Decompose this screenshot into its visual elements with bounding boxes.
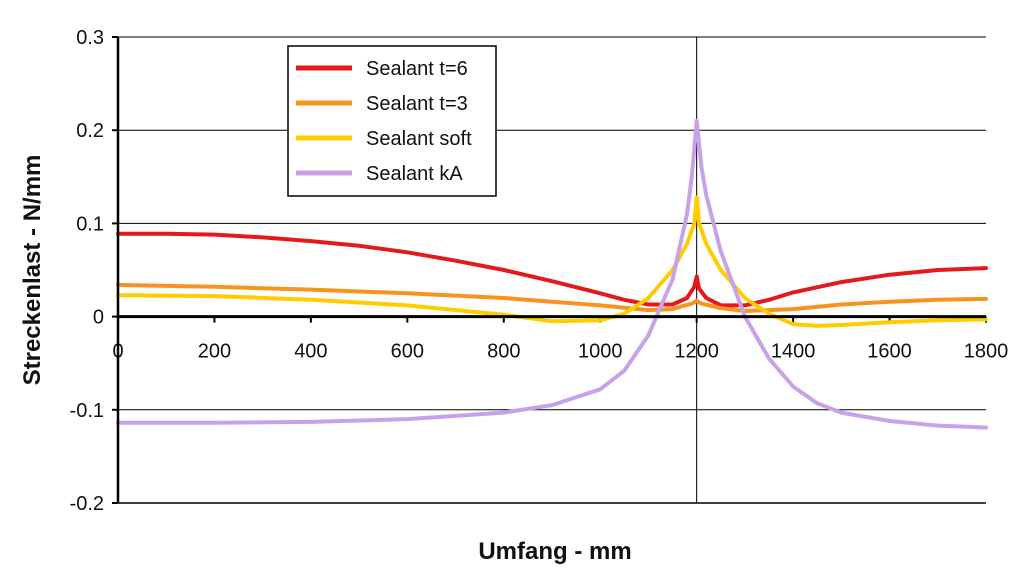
y-tick-label: -0.2 (70, 493, 104, 515)
x-tick-label: 1000 (578, 341, 623, 363)
legend-label: Sealant soft (366, 128, 472, 150)
y-tick-label: 0.2 (76, 120, 104, 142)
y-tick-label: -0.1 (70, 400, 104, 422)
y-tick-label: 0.1 (76, 213, 104, 235)
y-axis-title: Streckenlast - N/mm (19, 155, 46, 386)
x-tick-label: 400 (294, 341, 327, 363)
x-axis-title: Umfang - mm (478, 538, 631, 565)
legend: Sealant t=6 Sealant t=3 Sealant soft Sealan… (287, 45, 497, 197)
x-tick-label: 1600 (867, 341, 912, 363)
x-tick-label: 800 (487, 341, 520, 363)
y-tick-label: 0.3 (76, 27, 104, 49)
axes (116, 37, 986, 504)
x-tick-label: 200 (198, 341, 231, 363)
legend-label: Sealant t=3 (366, 93, 468, 115)
x-tick-label: 1200 (674, 341, 719, 363)
legend-label: Sealant t=6 (366, 58, 468, 80)
series-line-3 (116, 195, 988, 328)
series-line-4 (116, 118, 988, 430)
x-tick-label: 600 (391, 341, 424, 363)
legend-label: Sealant kA (366, 163, 463, 185)
y-tick-label: 0 (93, 307, 104, 329)
series-lines (116, 118, 988, 430)
y-axis-ticks: 0.3 0.2 0.1 0 -0.1 -0.2 (70, 27, 118, 515)
x-tick-label: 1400 (771, 341, 816, 363)
series-line-1 (116, 231, 988, 308)
grid (118, 36, 986, 504)
series-line-2 (116, 282, 988, 313)
x-tick-label: 1800 (964, 341, 1009, 363)
